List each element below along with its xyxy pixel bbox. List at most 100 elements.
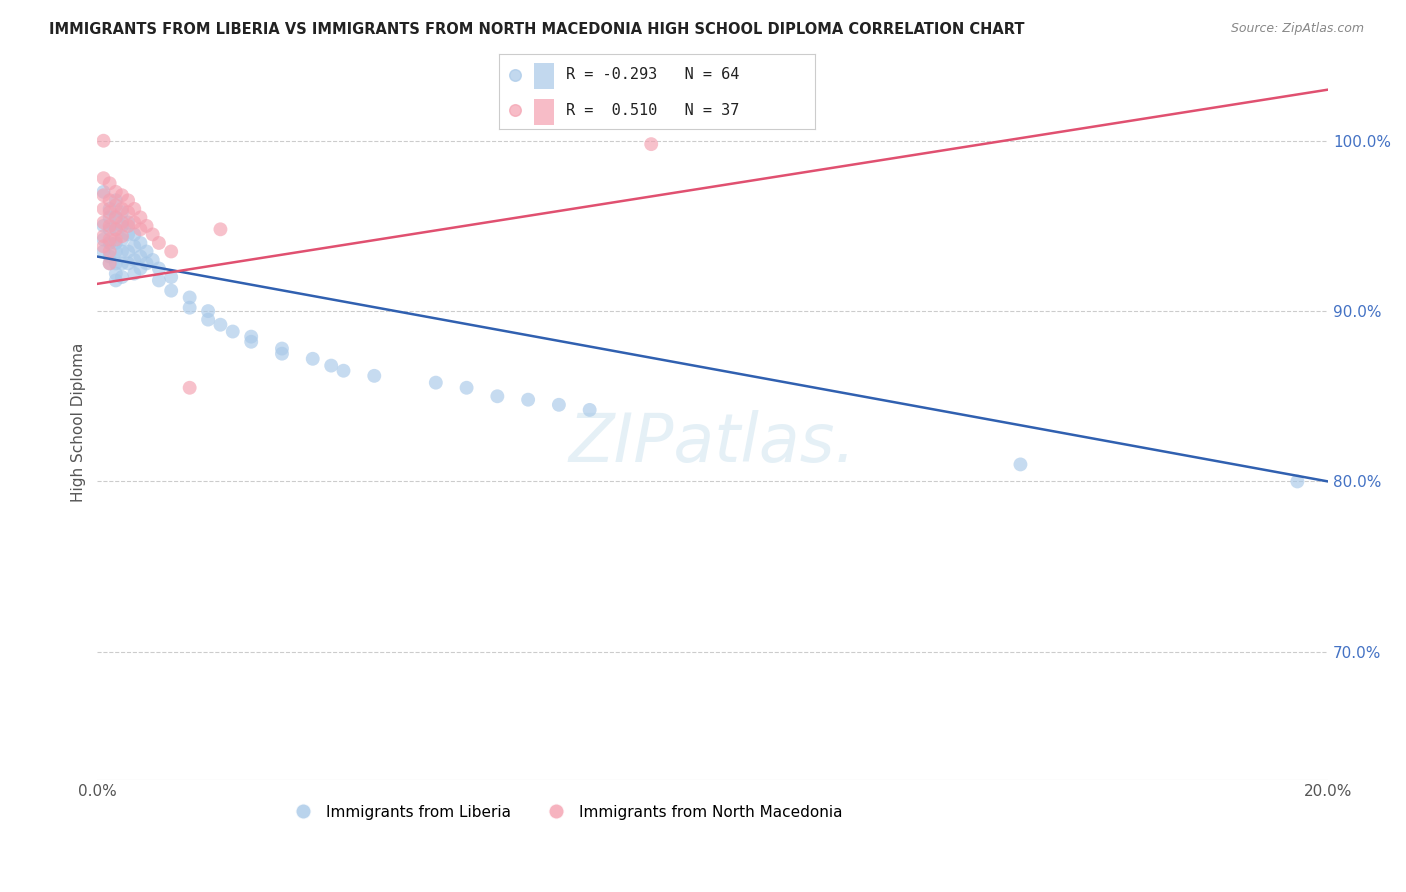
Point — [111, 229, 134, 244]
Point — [117, 256, 139, 270]
Point — [129, 235, 152, 250]
Point — [104, 256, 127, 270]
Point — [321, 359, 343, 373]
Point — [111, 215, 134, 229]
Point — [179, 290, 201, 304]
Point — [578, 403, 600, 417]
Point — [640, 137, 662, 152]
Text: Source: ZipAtlas.com: Source: ZipAtlas.com — [1230, 22, 1364, 36]
Point — [129, 250, 152, 264]
Point — [456, 381, 478, 395]
Point — [104, 235, 127, 250]
Point — [93, 202, 115, 216]
Point — [117, 244, 139, 259]
Point — [1010, 458, 1032, 472]
Point — [98, 219, 121, 233]
Point — [124, 202, 146, 216]
Point — [93, 229, 115, 244]
Point — [135, 219, 157, 233]
Point — [98, 256, 121, 270]
Point — [503, 68, 526, 82]
Point — [129, 261, 152, 276]
Point — [179, 381, 201, 395]
Point — [104, 222, 127, 236]
Point — [124, 252, 146, 267]
Point — [548, 398, 571, 412]
Point — [129, 211, 152, 225]
Point — [93, 244, 115, 259]
Point — [209, 318, 232, 332]
Point — [301, 351, 323, 366]
Legend: Immigrants from Liberia, Immigrants from North Macedonia: Immigrants from Liberia, Immigrants from… — [281, 798, 849, 826]
Point — [104, 194, 127, 208]
Point — [197, 312, 219, 326]
Point — [104, 244, 127, 259]
Point — [271, 342, 294, 356]
Point — [124, 267, 146, 281]
Point — [111, 188, 134, 202]
Text: IMMIGRANTS FROM LIBERIA VS IMMIGRANTS FROM NORTH MACEDONIA HIGH SCHOOL DIPLOMA C: IMMIGRANTS FROM LIBERIA VS IMMIGRANTS FR… — [49, 22, 1025, 37]
Point — [104, 267, 127, 281]
Point — [111, 244, 134, 259]
Y-axis label: High School Diploma: High School Diploma — [72, 343, 86, 501]
Point — [124, 239, 146, 253]
Point — [209, 222, 232, 236]
Point — [135, 244, 157, 259]
Point — [117, 215, 139, 229]
Point — [98, 202, 121, 216]
Point — [93, 134, 115, 148]
Point — [111, 205, 134, 219]
Point — [197, 304, 219, 318]
Point — [98, 194, 121, 208]
Point — [117, 219, 139, 233]
Point — [104, 222, 127, 236]
Point — [148, 261, 170, 276]
Text: R =  0.510   N = 37: R = 0.510 N = 37 — [565, 103, 740, 118]
Point — [98, 235, 121, 250]
Point — [117, 194, 139, 208]
Point — [142, 227, 165, 242]
Point — [240, 334, 263, 349]
Point — [98, 256, 121, 270]
Point — [135, 256, 157, 270]
Point — [93, 219, 115, 233]
Point — [98, 177, 121, 191]
Point — [98, 233, 121, 247]
Point — [517, 392, 540, 407]
Point — [93, 188, 115, 202]
Point — [98, 250, 121, 264]
Point — [271, 347, 294, 361]
Point — [160, 270, 183, 285]
Point — [160, 284, 183, 298]
Point — [117, 205, 139, 219]
Point — [363, 368, 385, 383]
Point — [148, 273, 170, 287]
Point — [142, 252, 165, 267]
Point — [222, 325, 245, 339]
Point — [486, 389, 509, 403]
Point — [1286, 475, 1309, 489]
Point — [111, 233, 134, 247]
FancyBboxPatch shape — [534, 99, 554, 125]
Point — [98, 222, 121, 236]
Text: R = -0.293   N = 64: R = -0.293 N = 64 — [565, 67, 740, 82]
Point — [117, 227, 139, 242]
Point — [240, 329, 263, 343]
Point — [93, 171, 115, 186]
Point — [179, 301, 201, 315]
Point — [98, 211, 121, 225]
Point — [332, 364, 354, 378]
Point — [93, 239, 115, 253]
Text: ZIPatlas.: ZIPatlas. — [569, 410, 856, 476]
Point — [104, 211, 127, 225]
Point — [111, 202, 134, 216]
Point — [111, 270, 134, 285]
Point — [104, 273, 127, 287]
Point — [111, 256, 134, 270]
Point — [160, 244, 183, 259]
Point — [98, 244, 121, 259]
Point — [93, 215, 115, 229]
Point — [111, 219, 134, 233]
Point — [148, 235, 170, 250]
Point — [93, 185, 115, 199]
